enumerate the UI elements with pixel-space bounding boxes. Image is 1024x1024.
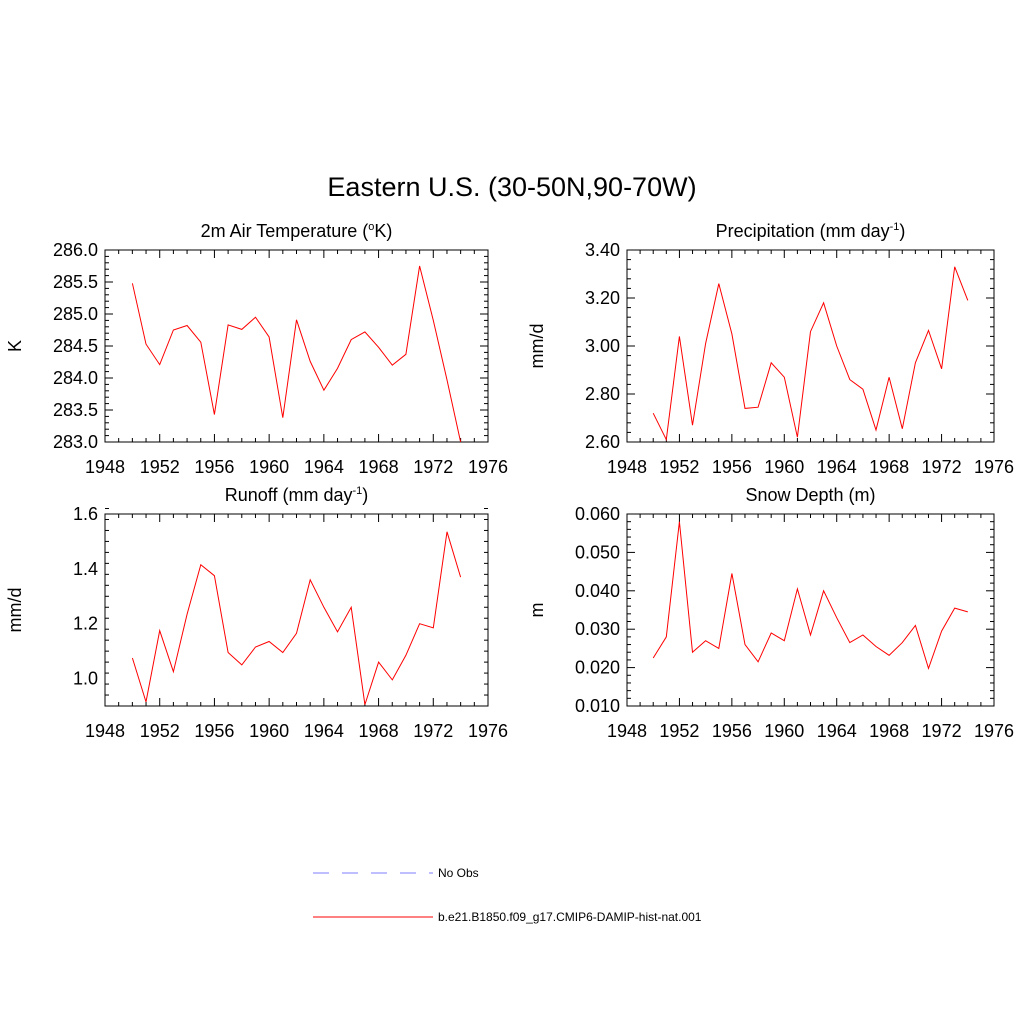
runoff-x-tick-label: 1968 xyxy=(359,721,399,741)
precipitation-y-tick-label: 2.80 xyxy=(585,384,620,404)
snow-depth-x-tick-label: 1964 xyxy=(817,721,857,741)
runoff-y-tick-label: 1.0 xyxy=(73,669,98,689)
snow-depth-panel: Snow Depth (m) m 1948 1952 1956 1960 1964 1968 1… xyxy=(527,485,1014,741)
snow-depth-x-tick-label: 1948 xyxy=(607,721,647,741)
air-temperature-y-tick-label: 285.0 xyxy=(53,304,98,324)
snow-depth-x-tick-label: 1968 xyxy=(869,721,909,741)
runoff-series-line xyxy=(131,531,462,705)
air-temperature-x-tick-label: 1952 xyxy=(140,457,180,477)
snow-depth-y-tick-label: 0.060 xyxy=(575,504,620,524)
air-temperature-y-tick-label: 286.0 xyxy=(53,240,98,260)
legend-model-label: b.e21.B1850.f09_g17.CMIP6-DAMIP-hist-nat… xyxy=(438,910,702,924)
precipitation-plot-frame xyxy=(626,249,995,443)
snow-depth-y-tick-label: 0.050 xyxy=(575,542,620,562)
air-temperature-ylabel: K xyxy=(5,340,25,352)
air-temperature-title-main: 2m Air Temperature ( xyxy=(201,221,369,241)
snow-depth-series-line xyxy=(652,521,968,671)
legend: No Obs b.e21.B1850.f09_g17.CMIP6-DAMIP-h… xyxy=(313,866,702,924)
runoff-x-tick-label: 1960 xyxy=(249,721,289,741)
air-temperature-y-tick-label: 285.5 xyxy=(53,272,98,292)
precipitation-y-tick-label: 3.00 xyxy=(585,336,620,356)
precipitation-x-tick-label: 1956 xyxy=(712,457,752,477)
runoff-x-tick-label: 1976 xyxy=(468,721,508,741)
air-temperature-y-tick-label: 283.5 xyxy=(53,400,98,420)
legend-obs-label: No Obs xyxy=(438,866,479,880)
precipitation-title-sup: -1 xyxy=(890,221,900,233)
figure-title: Eastern U.S. (30-50N,90-70W) xyxy=(327,172,696,202)
runoff-x-tick-label: 1948 xyxy=(85,721,125,741)
air-temperature-x-tick-label: 1972 xyxy=(413,457,453,477)
precipitation-x-tick-label: 1972 xyxy=(922,457,962,477)
runoff-title: Runoff (mm day-1) xyxy=(225,485,369,505)
air-temperature-x-tick-label: 1964 xyxy=(304,457,344,477)
air-temperature-title: 2m Air Temperature (oK) xyxy=(201,221,393,241)
air-temperature-x-tick-label: 1960 xyxy=(249,457,289,477)
snow-depth-title: Snow Depth (m) xyxy=(745,485,875,505)
precipitation-series-line xyxy=(652,266,969,442)
runoff-title-tail: ) xyxy=(362,485,368,505)
air-temperature-y-tick-label: 284.5 xyxy=(53,336,98,356)
snow-depth-title-main: Snow Depth (m) xyxy=(745,485,875,505)
precipitation-title-tail: ) xyxy=(899,221,905,241)
runoff-x-tick-label: 1956 xyxy=(194,721,234,741)
snow-depth-plot-frame xyxy=(626,513,995,707)
snow-depth-x-tick-label: 1972 xyxy=(922,721,962,741)
snow-depth-x-tick-label: 1976 xyxy=(974,721,1014,741)
snow-depth-y-tick-label: 0.010 xyxy=(575,696,620,716)
snow-depth-x-tick-label: 1960 xyxy=(764,721,804,741)
snow-depth-y-tick-label: 0.030 xyxy=(575,619,620,639)
runoff-x-tick-label: 1972 xyxy=(413,721,453,741)
precipitation-ylabel: mm/d xyxy=(527,324,547,369)
precipitation-y-tick-label: 3.20 xyxy=(585,288,620,308)
precipitation-title-main: Precipitation (mm day xyxy=(716,221,890,241)
snow-depth-y-tick-label: 0.040 xyxy=(575,581,620,601)
precipitation-title: Precipitation (mm day-1) xyxy=(716,221,906,241)
runoff-title-main: Runoff (mm day xyxy=(225,485,353,505)
runoff-title-sup: -1 xyxy=(352,485,362,497)
air-temperature-title-sup: o xyxy=(368,221,374,233)
precipitation-x-tick-label: 1960 xyxy=(764,457,804,477)
air-temperature-x-tick-label: 1968 xyxy=(359,457,399,477)
air-temperature-y-tick-label: 284.0 xyxy=(53,368,98,388)
runoff-plot-frame xyxy=(104,513,489,707)
air-temperature-plot-frame xyxy=(104,249,489,443)
runoff-y-tick-label: 1.6 xyxy=(73,504,98,524)
precipitation-x-tick-label: 1976 xyxy=(974,457,1014,477)
runoff-y-tick-label: 1.2 xyxy=(73,614,98,634)
air-temperature-series-line xyxy=(131,265,462,442)
precipitation-x-tick-label: 1968 xyxy=(869,457,909,477)
precipitation-x-tick-label: 1964 xyxy=(817,457,857,477)
snow-depth-x-tick-label: 1956 xyxy=(712,721,752,741)
air-temperature-x-tick-label: 1948 xyxy=(85,457,125,477)
precipitation-x-tick-label: 1952 xyxy=(659,457,699,477)
air-temperature-title-tail: K) xyxy=(374,221,392,241)
runoff-y-tick-label: 1.4 xyxy=(73,559,98,579)
runoff-x-tick-label: 1952 xyxy=(140,721,180,741)
air-temperature-x-tick-label: 1976 xyxy=(468,457,508,477)
precipitation-y-tick-label: 2.60 xyxy=(585,432,620,452)
air-temperature-y-tick-label: 283.0 xyxy=(53,432,98,452)
precipitation-y-tick-label: 3.40 xyxy=(585,240,620,260)
snow-depth-y-tick-label: 0.020 xyxy=(575,658,620,678)
runoff-panel: Runoff (mm day-1) mm/d 1948 1952 1956 1960 196… xyxy=(5,485,508,741)
precipitation-x-tick-label: 1948 xyxy=(607,457,647,477)
runoff-ylabel: mm/d xyxy=(5,588,25,633)
runoff-x-tick-label: 1964 xyxy=(304,721,344,741)
snow-depth-ylabel: m xyxy=(527,603,547,618)
air-temperature-x-tick-label: 1956 xyxy=(194,457,234,477)
precipitation-panel: Precipitation (mm day-1) mm/d 1948 1952 1956… xyxy=(527,221,1014,477)
air-temperature-panel: 2m Air Temperature (oK) K 1948 1952 1956 1960… xyxy=(5,221,508,477)
snow-depth-x-tick-label: 1952 xyxy=(659,721,699,741)
